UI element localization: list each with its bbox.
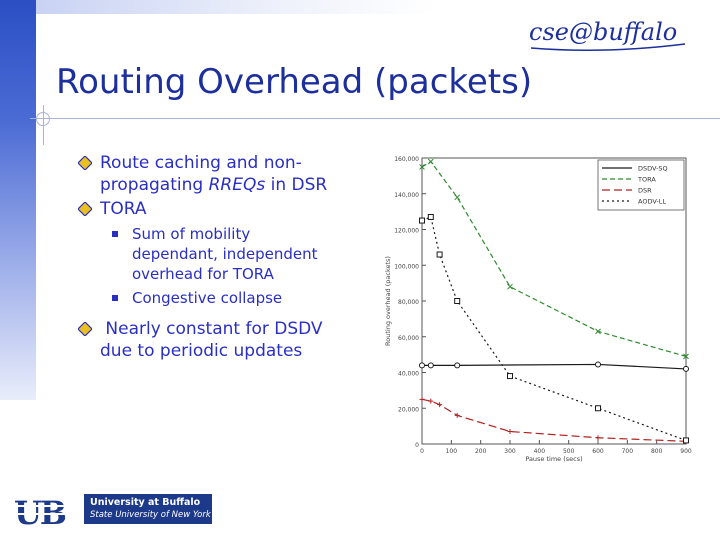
sub-bullet-line: Congestive collapse [132, 289, 283, 307]
x-tick-label: 900 [680, 448, 692, 455]
data-point [683, 365, 689, 372]
page-title: Routing Overhead (packets) [56, 62, 533, 102]
data-point [507, 373, 513, 380]
title-divider [30, 118, 720, 119]
data-point [427, 158, 434, 165]
data-point [454, 194, 461, 201]
top-accent-stripe [36, 0, 436, 14]
sub-bullet-line: dependant, independent [132, 245, 318, 263]
legend-label: AODV-LL [638, 198, 666, 206]
sub-bullet-sum-mobility: Sum of mobility dependant, independent o… [78, 224, 378, 284]
diamond-bullet-icon [78, 202, 92, 216]
series-line [421, 216, 687, 441]
legend-label: TORA [637, 176, 656, 184]
diamond-bullet-icon [78, 322, 92, 336]
x-tick-label: 0 [420, 448, 424, 455]
x-tick-label: 200 [475, 448, 487, 455]
x-axis-label: Pause time (secs) [525, 455, 582, 462]
data-point [419, 396, 425, 402]
chart-svg: 0 20,000 40,000 60,000 80,000 100,000 120,000 1… [384, 156, 692, 463]
data-point [683, 353, 689, 360]
cse-buffalo-logo-text: cse@buffalo [529, 18, 677, 46]
bullet-dsdv-constant: Nearly constant for DSDV due to periodic… [78, 318, 378, 362]
bullet-tora: TORA [78, 198, 378, 220]
ub-subtitle: State University of New York [90, 510, 211, 520]
y-tick-label: 100,000 [394, 263, 419, 270]
data-point [427, 362, 434, 369]
bullet-line: Route caching and non- [100, 153, 302, 173]
left-accent-bar [0, 0, 36, 400]
legend-label: DSDV-SQ [638, 165, 668, 173]
x-tick-label: 100 [446, 448, 458, 455]
cse-buffalo-logo: cse@buffalo [525, 8, 695, 62]
x-tick-label: 400 [534, 448, 546, 455]
routing-overhead-chart: 0 20,000 40,000 60,000 80,000 100,000 120,000 1… [380, 148, 702, 466]
series-line [421, 398, 687, 442]
bullet-line: Nearly constant for DSDV [100, 319, 323, 339]
x-tick-label: 600 [592, 448, 604, 455]
bullet-text: in DSR [265, 175, 328, 195]
bullet-route-caching: Route caching and non- propagating RREQs… [78, 152, 378, 196]
y-tick-label: 120,000 [394, 228, 419, 235]
bullet-line: propagating RREQs in DSR [100, 174, 378, 196]
data-point [507, 283, 513, 290]
bullet-line: TORA [100, 199, 147, 219]
rreqs-emphasis: RREQs [208, 175, 266, 195]
y-axis-label: Routing overhead (packets) [384, 256, 392, 346]
data-point [454, 362, 461, 369]
data-point [595, 361, 601, 368]
x-tick-label: 700 [622, 448, 634, 455]
sub-bullet-line: Sum of mobility [132, 225, 251, 243]
x-tick-label: 500 [563, 448, 575, 455]
data-point [507, 428, 513, 434]
data-point [595, 328, 601, 335]
data-point [428, 398, 434, 404]
square-bullet-icon [112, 231, 118, 237]
diamond-bullet-icon [78, 156, 92, 170]
y-tick-label: 80,000 [398, 299, 419, 306]
y-tick-label: 60,000 [398, 335, 419, 342]
data-point [419, 362, 425, 369]
y-tick-label: 160,000 [394, 156, 419, 163]
data-point [454, 298, 461, 304]
data-point [419, 217, 425, 224]
crosshair-ornament [36, 112, 50, 126]
logo-underline [530, 43, 686, 51]
y-tick-label: 40,000 [398, 371, 419, 378]
legend-label: DSR [638, 187, 652, 195]
y-tick-label: 0 [415, 442, 419, 449]
square-bullet-icon [112, 295, 118, 301]
data-point [454, 412, 460, 418]
data-point [436, 251, 443, 258]
series-line [422, 363, 687, 370]
ub-name: University at Buffalo [90, 497, 201, 508]
data-point [595, 405, 601, 412]
bullet-line: due to periodic updates [100, 341, 303, 361]
x-tick-label: 800 [651, 448, 663, 455]
data-point [419, 164, 425, 170]
ub-wordmark: University at Buffalo State University o… [84, 494, 212, 524]
sub-bullet-congestive-collapse: Congestive collapse [78, 288, 378, 308]
data-point [437, 402, 443, 408]
ub-monogram-text: UB [14, 494, 66, 528]
bullet-text: propagating [100, 175, 209, 195]
cse-buffalo-logo-graphic: cse@buffalo [529, 18, 686, 51]
data-point [683, 437, 689, 444]
sub-bullet-line: overhead for TORA [132, 265, 274, 283]
y-tick-label: 140,000 [394, 192, 419, 199]
ub-monogram-graphic: UB [12, 494, 78, 532]
data-point [427, 213, 434, 220]
ub-monogram-logo: UB [12, 494, 78, 532]
y-tick-label: 20,000 [398, 406, 419, 413]
bullet-list: Route caching and non- propagating RREQs… [78, 152, 378, 364]
data-point [595, 435, 601, 441]
plot-area: 0 20,000 40,000 60,000 80,000 100,000 120,000 1… [384, 156, 692, 463]
x-tick-label: 300 [504, 448, 516, 455]
